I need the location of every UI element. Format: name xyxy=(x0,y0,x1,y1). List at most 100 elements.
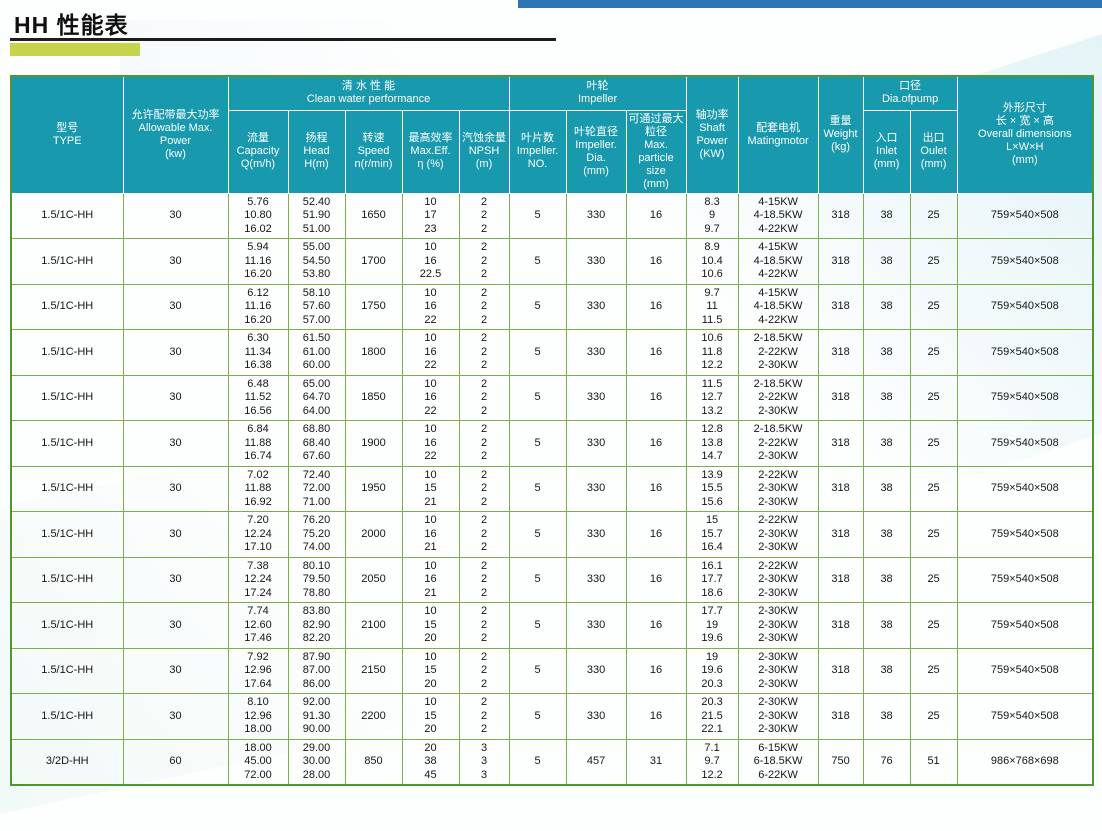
cell-capacity: 5.94 11.16 16.20 xyxy=(227,238,289,285)
cell-shaft: 8.3 9 9.7 xyxy=(685,192,739,239)
cell-dims: 759×540×508 xyxy=(956,602,1094,649)
cell-npsh: 2 2 2 xyxy=(458,192,510,239)
col-header-impeller-dia: 叶轮直径 Impeller. Dia. (mm) xyxy=(565,109,627,194)
cell-shaft: 20.3 21.5 22.1 xyxy=(685,693,739,740)
cell-speed: 1650 xyxy=(344,192,403,239)
cell-motor: 6-15KW 6-18.5KW 6-22KW xyxy=(737,738,819,786)
cell-impeller_dia: 330 xyxy=(565,511,627,558)
cell-inlet: 38 xyxy=(862,511,911,558)
cell-inlet: 38 xyxy=(862,647,911,694)
cell-inlet: 38 xyxy=(862,374,911,421)
cell-impeller_dia: 330 xyxy=(565,420,627,467)
cell-motor: 4-15KW 4-18.5KW 4-22KW xyxy=(737,238,819,285)
col-header-shaft-power: 轴功率 Shaft Power (KW) xyxy=(685,75,739,194)
cell-weight: 318 xyxy=(817,420,864,467)
cell-capacity: 7.38 12.24 17.24 xyxy=(227,556,289,603)
cell-speed: 1900 xyxy=(344,420,403,467)
cell-inlet: 38 xyxy=(862,238,911,285)
cell-motor: 2-18.5KW 2-22KW 2-30KW xyxy=(737,329,819,376)
cell-outlet: 25 xyxy=(909,238,958,285)
col-header-allowable-power: 允许配带最大功率 Allowable Max. Power (kw) xyxy=(122,75,229,194)
cell-capacity: 5.76 10.80 16.02 xyxy=(227,192,289,239)
cell-motor: 2-22KW 2-30KW 2-30KW xyxy=(737,556,819,603)
cell-inlet: 38 xyxy=(862,602,911,649)
cell-npsh: 2 2 2 xyxy=(458,602,510,649)
cell-type: 1.5/1C-HH xyxy=(10,693,124,740)
cell-head: 76.20 75.20 74.00 xyxy=(287,511,346,558)
performance-table: 型号 TYPE 允许配带最大功率 Allowable Max. Power (k… xyxy=(10,75,1095,786)
cell-eff: 10 15 20 xyxy=(401,647,460,694)
cell-speed: 2100 xyxy=(344,602,403,649)
cell-type: 3/2D-HH xyxy=(10,738,124,786)
cell-head: 80.10 79.50 78.80 xyxy=(287,556,346,603)
cell-impeller_dia: 330 xyxy=(565,693,627,740)
cell-shaft: 7.1 9.7 12.2 xyxy=(685,738,739,786)
table-row: 1.5/1C-HH 30 7.74 12.60 17.46 83.80 82.90 8… xyxy=(10,602,1094,649)
cell-motor: 2-30KW 2-30KW 2-30KW xyxy=(737,602,819,649)
cell-outlet: 25 xyxy=(909,602,958,649)
cell-impeller_no: 5 xyxy=(508,465,567,512)
cell-shaft: 17.7 19 19.6 xyxy=(685,602,739,649)
cell-particle: 31 xyxy=(625,738,687,786)
cell-particle: 16 xyxy=(625,329,687,376)
table-row: 1.5/1C-HH 30 5.76 10.80 16.02 52.40 51.90 5… xyxy=(10,192,1094,239)
cell-outlet: 25 xyxy=(909,556,958,603)
cell-shaft: 8.9 10.4 10.6 xyxy=(685,238,739,285)
cell-power: 30 xyxy=(122,192,229,239)
cell-shaft: 15 15.7 16.4 xyxy=(685,511,739,558)
cell-outlet: 25 xyxy=(909,374,958,421)
cell-power: 30 xyxy=(122,329,229,376)
cell-eff: 10 16 21 xyxy=(401,556,460,603)
cell-eff: 10 16 22 xyxy=(401,329,460,376)
cell-speed: 1700 xyxy=(344,238,403,285)
cell-impeller_no: 5 xyxy=(508,738,567,786)
cell-speed: 2150 xyxy=(344,647,403,694)
cell-impeller_dia: 330 xyxy=(565,238,627,285)
cell-motor: 2-30KW 2-30KW 2-30KW xyxy=(737,693,819,740)
cell-power: 30 xyxy=(122,374,229,421)
cell-weight: 318 xyxy=(817,238,864,285)
cell-impeller_dia: 457 xyxy=(565,738,627,786)
cell-weight: 318 xyxy=(817,283,864,330)
cell-dims: 759×540×508 xyxy=(956,556,1094,603)
cell-power: 30 xyxy=(122,602,229,649)
cell-eff: 10 16 22.5 xyxy=(401,238,460,285)
cell-speed: 2200 xyxy=(344,693,403,740)
table-row: 1.5/1C-HH 30 7.20 12.24 17.10 76.20 75.20 7… xyxy=(10,511,1094,558)
cell-inlet: 38 xyxy=(862,465,911,512)
cell-speed: 1800 xyxy=(344,329,403,376)
cell-motor: 4-15KW 4-18.5KW 4-22KW xyxy=(737,192,819,239)
cell-head: 61.50 61.00 60.00 xyxy=(287,329,346,376)
cell-impeller_no: 5 xyxy=(508,420,567,467)
col-header-impeller-no: 叶片数 Impeller. NO. xyxy=(508,109,567,194)
cell-type: 1.5/1C-HH xyxy=(10,647,124,694)
cell-impeller_no: 5 xyxy=(508,556,567,603)
cell-outlet: 25 xyxy=(909,693,958,740)
cell-impeller_no: 5 xyxy=(508,693,567,740)
cell-shaft: 10.6 11.8 12.2 xyxy=(685,329,739,376)
cell-impeller_no: 5 xyxy=(508,238,567,285)
cell-weight: 318 xyxy=(817,511,864,558)
col-group-impeller: 叶轮 Impeller xyxy=(508,75,687,111)
col-header-mating-motor: 配套电机 Matingmotor xyxy=(737,75,819,194)
cell-inlet: 38 xyxy=(862,329,911,376)
cell-type: 1.5/1C-HH xyxy=(10,556,124,603)
cell-inlet: 38 xyxy=(862,192,911,239)
cell-impeller_no: 5 xyxy=(508,283,567,330)
table-row: 1.5/1C-HH 30 7.38 12.24 17.24 80.10 79.50 7… xyxy=(10,556,1094,603)
cell-particle: 16 xyxy=(625,283,687,330)
cell-npsh: 2 2 2 xyxy=(458,556,510,603)
cell-dims: 986×768×698 xyxy=(956,738,1094,786)
col-header-outlet: 出口 Oulet (mm) xyxy=(909,109,958,194)
cell-capacity: 7.02 11.88 16.92 xyxy=(227,465,289,512)
cell-outlet: 25 xyxy=(909,420,958,467)
cell-weight: 318 xyxy=(817,602,864,649)
title-underline xyxy=(10,38,556,41)
cell-power: 30 xyxy=(122,283,229,330)
cell-power: 30 xyxy=(122,420,229,467)
cell-capacity: 8.10 12.96 18.00 xyxy=(227,693,289,740)
table-row: 1.5/1C-HH 30 7.02 11.88 16.92 72.40 72.00 7… xyxy=(10,465,1094,512)
cell-particle: 16 xyxy=(625,693,687,740)
cell-capacity: 7.20 12.24 17.10 xyxy=(227,511,289,558)
cell-power: 30 xyxy=(122,556,229,603)
